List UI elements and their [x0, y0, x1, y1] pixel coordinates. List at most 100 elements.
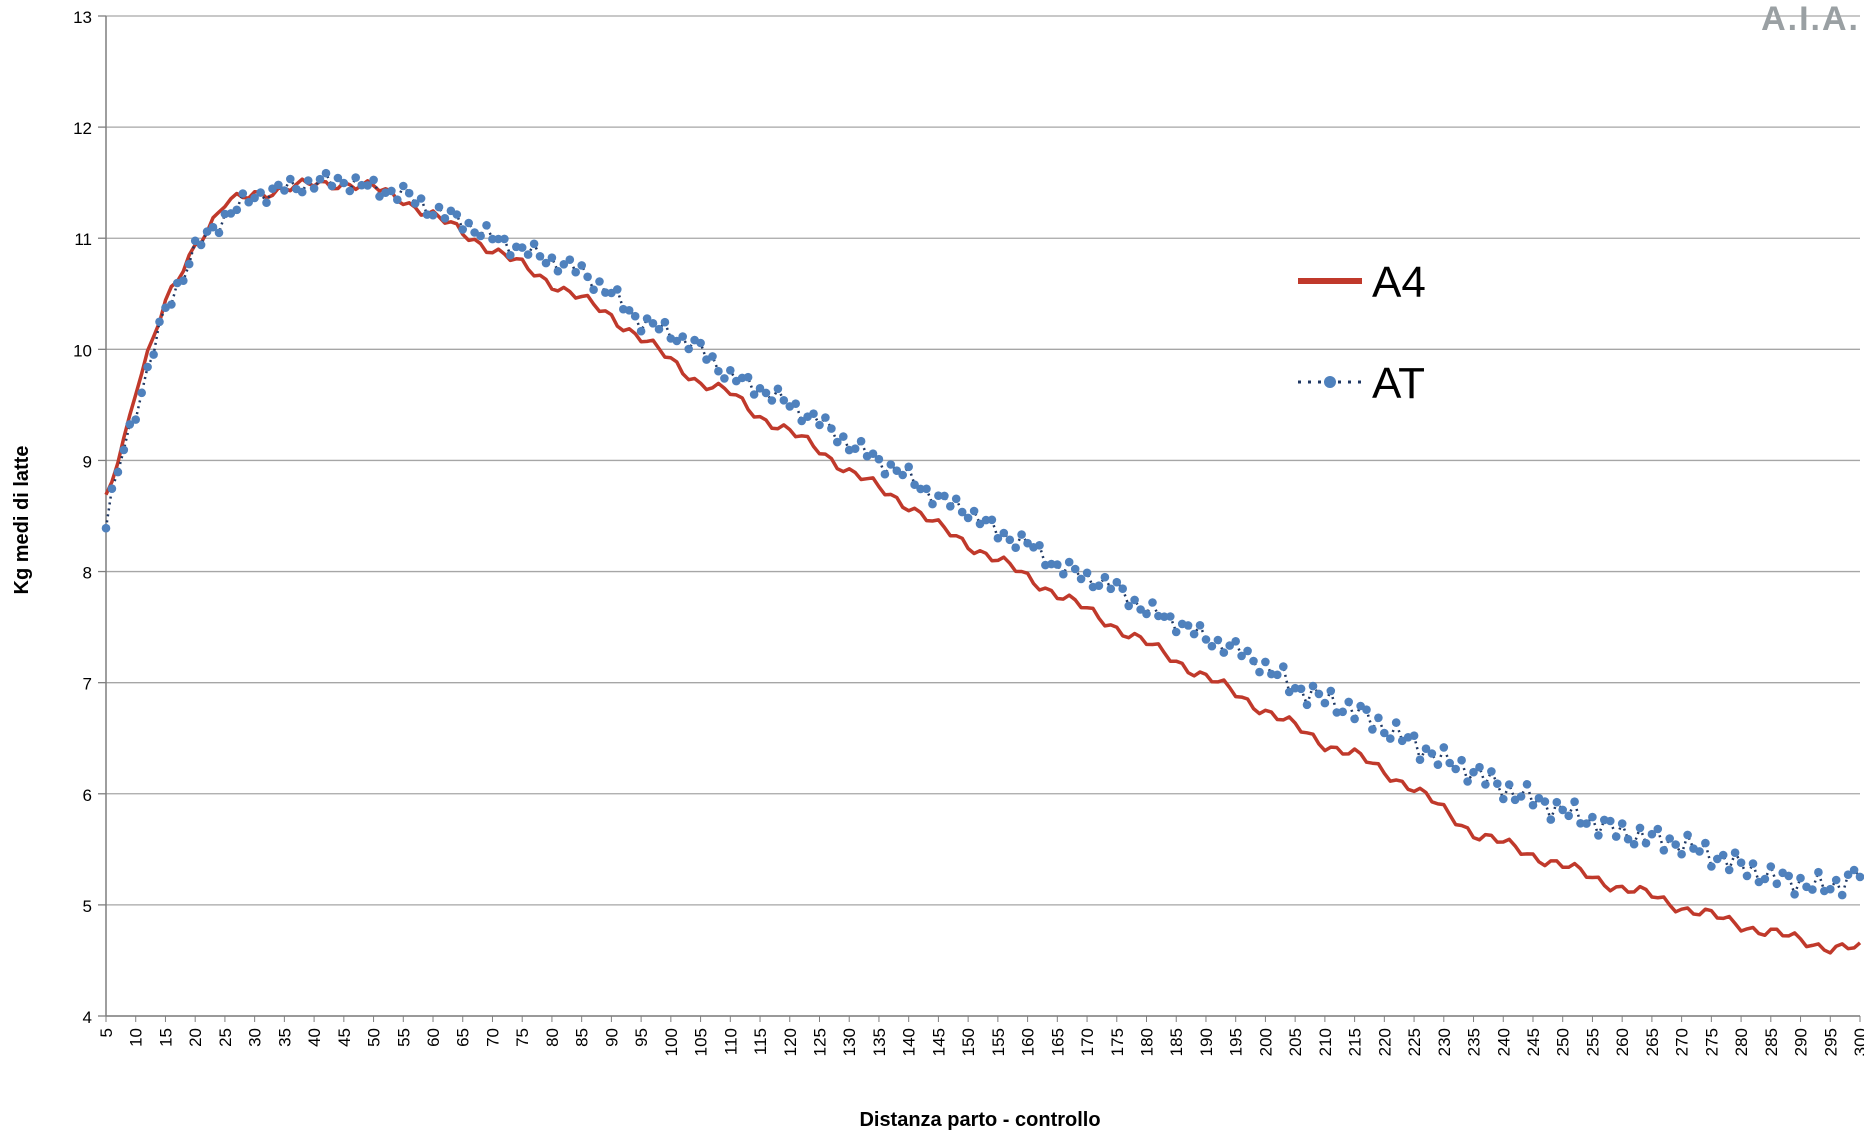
- series-at-point: [529, 239, 539, 249]
- series-at-point: [1207, 641, 1217, 651]
- x-tick-label: 195: [1227, 1028, 1246, 1056]
- series-at-point: [755, 384, 765, 393]
- series-at-point: [250, 193, 259, 203]
- x-tick-label: 265: [1643, 1028, 1662, 1056]
- series-at-point: [809, 409, 818, 419]
- series-at-point: [434, 202, 444, 212]
- series-at-point: [1487, 767, 1496, 776]
- series-at-point: [1463, 777, 1472, 786]
- series-at-point: [1790, 890, 1799, 899]
- series-at-point: [1796, 873, 1805, 883]
- series-at-point: [262, 198, 271, 207]
- series-at-point: [1683, 830, 1692, 840]
- series-at-point: [767, 396, 777, 405]
- series-at-point: [1005, 535, 1015, 545]
- x-tick-label: 240: [1494, 1028, 1513, 1056]
- series-at-point: [500, 234, 509, 244]
- x-tick-label: 210: [1316, 1028, 1335, 1056]
- series-at-point: [613, 285, 622, 294]
- series-at-point: [101, 523, 111, 533]
- series-at-point: [1320, 698, 1330, 708]
- series-at-point: [143, 362, 152, 372]
- series-at-point: [1564, 811, 1573, 821]
- series-at-point: [1249, 656, 1258, 666]
- series-at-point: [1570, 797, 1579, 806]
- series-at-point: [517, 243, 527, 252]
- series-at-point: [107, 484, 117, 494]
- series-at-point: [327, 181, 337, 191]
- series-at-point: [196, 240, 206, 250]
- series-at-point: [969, 506, 979, 516]
- series-at-point: [1629, 839, 1639, 849]
- series-at-point: [672, 336, 682, 346]
- series-at-point: [815, 420, 824, 430]
- series-at-point: [1261, 657, 1270, 667]
- series-at-point: [898, 470, 907, 480]
- series-at-point: [339, 178, 349, 188]
- series-at-point: [1552, 797, 1562, 807]
- series-at-point: [1540, 797, 1550, 806]
- x-tick-label: 140: [900, 1028, 919, 1056]
- x-tick-label: 125: [810, 1028, 829, 1056]
- series-at-point: [904, 462, 913, 472]
- series-at-point: [547, 253, 557, 262]
- x-tick-label: 75: [513, 1028, 532, 1047]
- series-at-point: [910, 480, 919, 490]
- series-at-point: [1225, 641, 1234, 650]
- series-at-point: [1183, 621, 1193, 630]
- series-at-point: [1594, 831, 1603, 840]
- series-at-point: [1617, 819, 1627, 828]
- series-at-point: [720, 374, 729, 383]
- series-at-point: [541, 258, 551, 268]
- series-at-point: [999, 528, 1009, 538]
- series-at-point: [1843, 870, 1853, 879]
- series-at-point: [1849, 865, 1859, 875]
- series-at-point: [297, 187, 307, 197]
- series-at-point: [1035, 541, 1044, 550]
- y-tick-label: 9: [83, 452, 92, 471]
- series-at-point: [886, 460, 896, 469]
- x-tick-label: 285: [1762, 1028, 1781, 1056]
- series-at-point: [1142, 609, 1151, 619]
- series-at-point: [1826, 884, 1835, 894]
- series-at-point: [696, 338, 705, 348]
- series-at-point: [1076, 574, 1086, 584]
- series-at-point: [1469, 767, 1478, 777]
- series-at-point: [1665, 834, 1674, 843]
- series-at-point: [1011, 543, 1020, 552]
- x-tick-label: 40: [305, 1028, 324, 1047]
- x-tick-label: 20: [186, 1028, 205, 1047]
- series-at-point: [1166, 612, 1175, 621]
- x-tick-label: 135: [870, 1028, 889, 1056]
- series-group: [101, 168, 1864, 955]
- series-at-point: [856, 436, 866, 446]
- series-at-point: [363, 181, 372, 190]
- series-at-point: [928, 499, 937, 509]
- aia-logo: A.I.A.: [1761, 0, 1860, 38]
- series-at-point: [1504, 780, 1514, 789]
- series-at-point: [1374, 713, 1383, 723]
- series-at-point: [1623, 834, 1633, 844]
- x-tick-label: 205: [1286, 1028, 1305, 1056]
- legend-marker-at: [1324, 376, 1336, 388]
- series-at-point: [321, 168, 331, 178]
- series-at-point: [589, 285, 598, 295]
- series-at-point: [1064, 557, 1074, 567]
- series-at-point: [1457, 755, 1466, 765]
- y-tick-labels: 4 5 6 7 8 9 10 11 12 13: [73, 8, 92, 1027]
- series-at-point: [1647, 829, 1657, 839]
- series-at-point: [1106, 584, 1116, 594]
- series-at-point: [1368, 725, 1377, 734]
- series-at-point: [1195, 621, 1205, 630]
- series-at-point: [1606, 816, 1615, 826]
- x-tick-label: 80: [543, 1028, 562, 1047]
- y-tick-label: 13: [73, 8, 92, 27]
- series-at-point: [256, 188, 265, 197]
- series-at-point: [410, 199, 420, 208]
- series-at-point: [892, 466, 902, 476]
- series-at-point: [1582, 819, 1591, 828]
- series-at-point: [167, 300, 176, 309]
- legend: A4 AT: [1298, 258, 1426, 408]
- series-at-point: [1094, 581, 1104, 590]
